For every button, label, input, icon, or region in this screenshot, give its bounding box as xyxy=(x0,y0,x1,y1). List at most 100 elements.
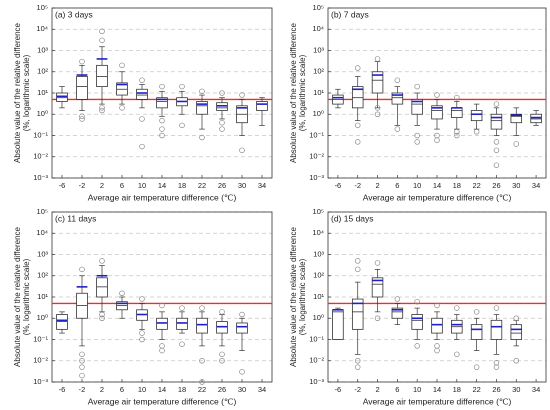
outlier xyxy=(493,360,500,366)
box xyxy=(490,113,503,130)
outlier xyxy=(374,315,381,322)
y-tick-label: 10⁵ xyxy=(37,3,48,12)
y-tick-label: 10³ xyxy=(313,249,324,258)
x-tick-label: 18 xyxy=(178,181,186,190)
outlier xyxy=(473,309,480,315)
box xyxy=(391,92,404,105)
box xyxy=(136,88,148,100)
x-tick-label: -6 xyxy=(59,181,66,190)
outlier xyxy=(513,141,520,147)
outlier xyxy=(139,143,145,150)
outlier xyxy=(159,126,165,132)
x-tick-label: 18 xyxy=(453,181,461,190)
outlier xyxy=(219,358,225,364)
y-tick-label: 10⁵ xyxy=(37,207,48,216)
outlier xyxy=(414,343,420,349)
outlier xyxy=(99,105,105,111)
y-tick-label: 10³ xyxy=(313,45,324,54)
x-tick-label: 6 xyxy=(395,385,399,394)
x-tick-label: 2 xyxy=(100,385,104,394)
box xyxy=(431,105,443,120)
box xyxy=(156,97,168,109)
y-tick-label: 10³ xyxy=(37,45,48,54)
box xyxy=(490,319,503,340)
x-tick-label: 18 xyxy=(453,385,461,394)
outlier xyxy=(199,379,205,385)
outlier xyxy=(139,296,145,302)
box xyxy=(411,314,423,330)
outlier xyxy=(99,37,105,44)
outlier xyxy=(434,347,440,354)
outlier xyxy=(394,296,401,302)
x-tick-label: 10 xyxy=(413,181,421,190)
outlier xyxy=(219,90,225,96)
outlier xyxy=(139,330,145,336)
box xyxy=(56,92,68,102)
x-tick-label: -6 xyxy=(335,181,342,190)
outlier xyxy=(219,351,225,358)
outlier xyxy=(119,62,125,69)
outlier xyxy=(239,92,245,98)
outlier xyxy=(454,351,460,358)
x-tick-label: 14 xyxy=(433,385,441,394)
y-tick-label: 10⁻³ xyxy=(309,377,324,386)
box xyxy=(431,317,443,334)
outlier xyxy=(179,305,185,311)
box xyxy=(96,277,108,298)
y-axis-label: Absolute value of the relative differenc… xyxy=(289,226,298,366)
outlier xyxy=(374,260,381,266)
box xyxy=(371,277,384,298)
x-tick-label: -6 xyxy=(59,385,66,394)
outlier xyxy=(159,302,165,309)
x-tick-label: 2 xyxy=(375,181,379,190)
outlier xyxy=(354,65,361,71)
x-tick-label: 30 xyxy=(512,385,520,394)
box xyxy=(371,71,384,94)
outlier xyxy=(199,134,205,141)
x-tick-label: 26 xyxy=(218,385,226,394)
outlier xyxy=(454,94,460,101)
box xyxy=(351,298,364,330)
y-tick-label: 10¹ xyxy=(37,88,48,97)
outlier xyxy=(159,347,165,354)
x-tick-label: 26 xyxy=(492,181,500,190)
outlier xyxy=(79,351,85,358)
outlier xyxy=(119,105,125,111)
y-axis-label: Absolute value of the relative differenc… xyxy=(13,226,22,366)
box xyxy=(470,110,483,122)
outlier xyxy=(434,343,440,349)
outlier xyxy=(434,92,440,98)
y-axis-label: Absolute value of the relative differenc… xyxy=(13,22,22,162)
x-tick-label: 26 xyxy=(218,181,226,190)
box xyxy=(236,322,248,334)
x-tick-label: 22 xyxy=(472,385,480,394)
y-tick-label: 10⁰ xyxy=(313,109,324,118)
y-tick-label: 10¹ xyxy=(313,292,324,301)
y-axis-label: (%, logarithmic scale) xyxy=(22,258,31,335)
box xyxy=(332,309,344,340)
outlier xyxy=(414,132,420,139)
outlier xyxy=(414,139,420,145)
x-tick-label: 34 xyxy=(532,181,540,190)
outlier xyxy=(414,298,420,305)
y-tick-label: 10⁻² xyxy=(309,356,324,365)
outlier xyxy=(79,358,85,364)
box xyxy=(411,98,423,115)
box xyxy=(196,317,208,334)
x-tick-label: 34 xyxy=(532,385,540,394)
box xyxy=(470,324,483,340)
outlier xyxy=(414,83,420,90)
outlier xyxy=(513,315,520,322)
outlier xyxy=(493,305,500,311)
x-tick-label: 30 xyxy=(512,181,520,190)
outlier xyxy=(493,364,500,370)
outlier xyxy=(239,311,245,318)
x-tick-label: 10 xyxy=(138,385,146,394)
x-tick-label: 6 xyxy=(395,181,399,190)
y-axis-label: (%, logarithmic scale) xyxy=(298,258,307,335)
x-axis-label: Average air temperature difference (℃) xyxy=(88,192,237,202)
outlier xyxy=(99,107,105,114)
x-tick-label: -2 xyxy=(79,181,86,190)
y-tick-label: 10⁻² xyxy=(33,152,48,161)
